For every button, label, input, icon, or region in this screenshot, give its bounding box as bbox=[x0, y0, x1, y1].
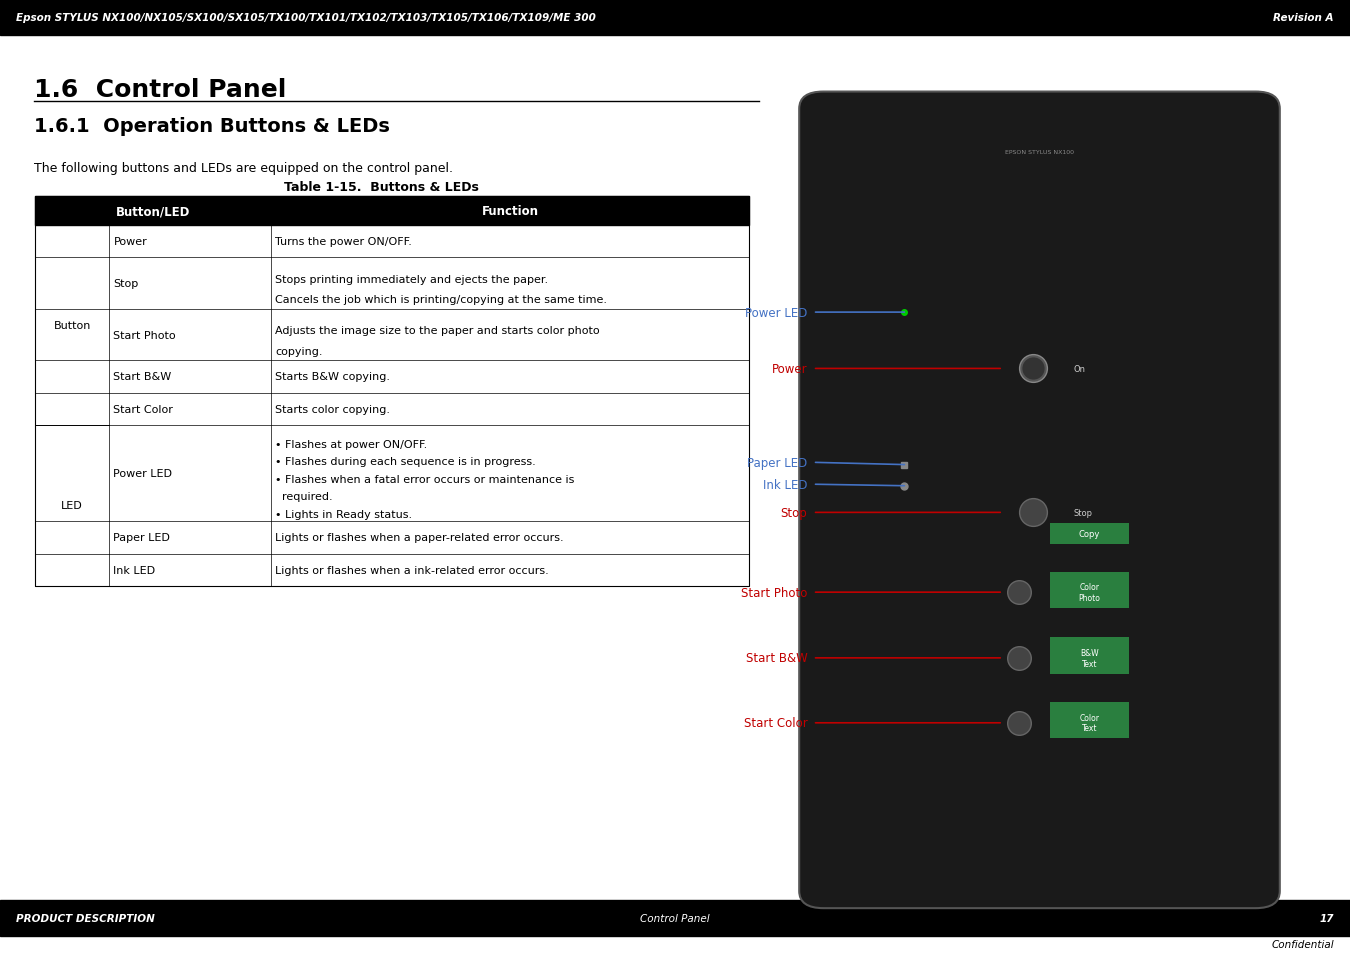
Bar bbox=[35, 226, 749, 258]
Text: Start B&W: Start B&W bbox=[113, 372, 171, 382]
Text: B&W
Text: B&W Text bbox=[1080, 648, 1099, 668]
Text: Power LED: Power LED bbox=[745, 306, 807, 319]
Text: Starts color copying.: Starts color copying. bbox=[275, 404, 390, 415]
Bar bbox=[1050, 572, 1129, 608]
Text: Start Color: Start Color bbox=[744, 717, 807, 730]
Text: • Flashes at power ON/OFF.: • Flashes at power ON/OFF. bbox=[275, 439, 428, 449]
Text: Stop: Stop bbox=[113, 279, 139, 289]
Text: Paper LED: Paper LED bbox=[113, 533, 170, 543]
Text: Control Panel: Control Panel bbox=[640, 913, 710, 923]
Text: Start B&W: Start B&W bbox=[745, 652, 807, 664]
Bar bbox=[35, 425, 749, 522]
Text: Lights or flashes when a ink-related error occurs.: Lights or flashes when a ink-related err… bbox=[275, 565, 549, 575]
Bar bbox=[35, 197, 749, 586]
Text: Start Color: Start Color bbox=[113, 404, 173, 415]
Text: Stop: Stop bbox=[780, 506, 807, 519]
Text: Power LED: Power LED bbox=[113, 469, 173, 478]
Text: Ink LED: Ink LED bbox=[113, 565, 155, 575]
Bar bbox=[35, 197, 749, 226]
Text: copying.: copying. bbox=[275, 347, 323, 356]
Text: LED: LED bbox=[61, 500, 84, 511]
Bar bbox=[1050, 523, 1129, 544]
Text: Power: Power bbox=[772, 362, 807, 375]
Text: 1.6  Control Panel: 1.6 Control Panel bbox=[34, 78, 286, 102]
Text: Function: Function bbox=[482, 205, 539, 218]
Text: Ink LED: Ink LED bbox=[763, 478, 807, 491]
Text: PRODUCT DESCRIPTION: PRODUCT DESCRIPTION bbox=[16, 913, 155, 923]
Bar bbox=[35, 258, 749, 310]
Text: • Lights in Ready status.: • Lights in Ready status. bbox=[275, 510, 413, 519]
Text: Button/LED: Button/LED bbox=[116, 205, 190, 218]
Text: Start Photo: Start Photo bbox=[741, 586, 807, 599]
Bar bbox=[35, 310, 749, 361]
Text: Stop: Stop bbox=[1073, 508, 1092, 517]
Text: Confidential: Confidential bbox=[1272, 940, 1334, 949]
Bar bbox=[35, 361, 749, 394]
Text: Lights or flashes when a paper-related error occurs.: Lights or flashes when a paper-related e… bbox=[275, 533, 564, 543]
Bar bbox=[0, 900, 1350, 936]
Text: Epson STYLUS NX100/NX105/SX100/SX105/TX100/TX101/TX102/TX103/TX105/TX106/TX109/M: Epson STYLUS NX100/NX105/SX100/SX105/TX1… bbox=[16, 13, 597, 23]
Text: Revision A: Revision A bbox=[1273, 13, 1334, 23]
Bar bbox=[1050, 702, 1129, 739]
FancyBboxPatch shape bbox=[799, 92, 1280, 908]
Text: Color
Text: Color Text bbox=[1080, 714, 1099, 733]
Text: • Flashes during each sequence is in progress.: • Flashes during each sequence is in pro… bbox=[275, 456, 536, 467]
Text: EPSON STYLUS NX100: EPSON STYLUS NX100 bbox=[1004, 150, 1075, 155]
Text: Stops printing immediately and ejects the paper.: Stops printing immediately and ejects th… bbox=[275, 274, 548, 285]
Bar bbox=[0, 0, 1350, 36]
Text: 1.6.1  Operation Buttons & LEDs: 1.6.1 Operation Buttons & LEDs bbox=[34, 117, 390, 136]
Text: Figure 1-5.  Control Panel (EAI version as a sample): Figure 1-5. Control Panel (EAI version a… bbox=[875, 906, 1177, 920]
Text: Copy: Copy bbox=[1079, 529, 1100, 538]
Text: 17: 17 bbox=[1319, 913, 1334, 923]
Bar bbox=[35, 522, 749, 554]
Text: Starts B&W copying.: Starts B&W copying. bbox=[275, 372, 390, 382]
Text: Paper LED: Paper LED bbox=[747, 456, 807, 469]
Bar bbox=[35, 554, 749, 586]
Text: required.: required. bbox=[275, 492, 333, 502]
Text: Table 1-15.  Buttons & LEDs: Table 1-15. Buttons & LEDs bbox=[284, 181, 478, 194]
Text: Color
Photo: Color Photo bbox=[1079, 583, 1100, 602]
Text: On: On bbox=[1073, 365, 1085, 374]
Text: Cancels the job which is printing/copying at the same time.: Cancels the job which is printing/copyin… bbox=[275, 295, 608, 305]
Text: Turns the power ON/OFF.: Turns the power ON/OFF. bbox=[275, 237, 412, 247]
Bar bbox=[35, 394, 749, 425]
Text: Power: Power bbox=[113, 237, 147, 247]
Text: Start Photo: Start Photo bbox=[113, 331, 176, 340]
Text: Button: Button bbox=[54, 320, 90, 331]
Text: Adjusts the image size to the paper and starts color photo: Adjusts the image size to the paper and … bbox=[275, 326, 599, 336]
Bar bbox=[1050, 638, 1129, 674]
Text: The following buttons and LEDs are equipped on the control panel.: The following buttons and LEDs are equip… bbox=[34, 162, 452, 175]
Text: • Flashes when a fatal error occurs or maintenance is: • Flashes when a fatal error occurs or m… bbox=[275, 475, 575, 484]
